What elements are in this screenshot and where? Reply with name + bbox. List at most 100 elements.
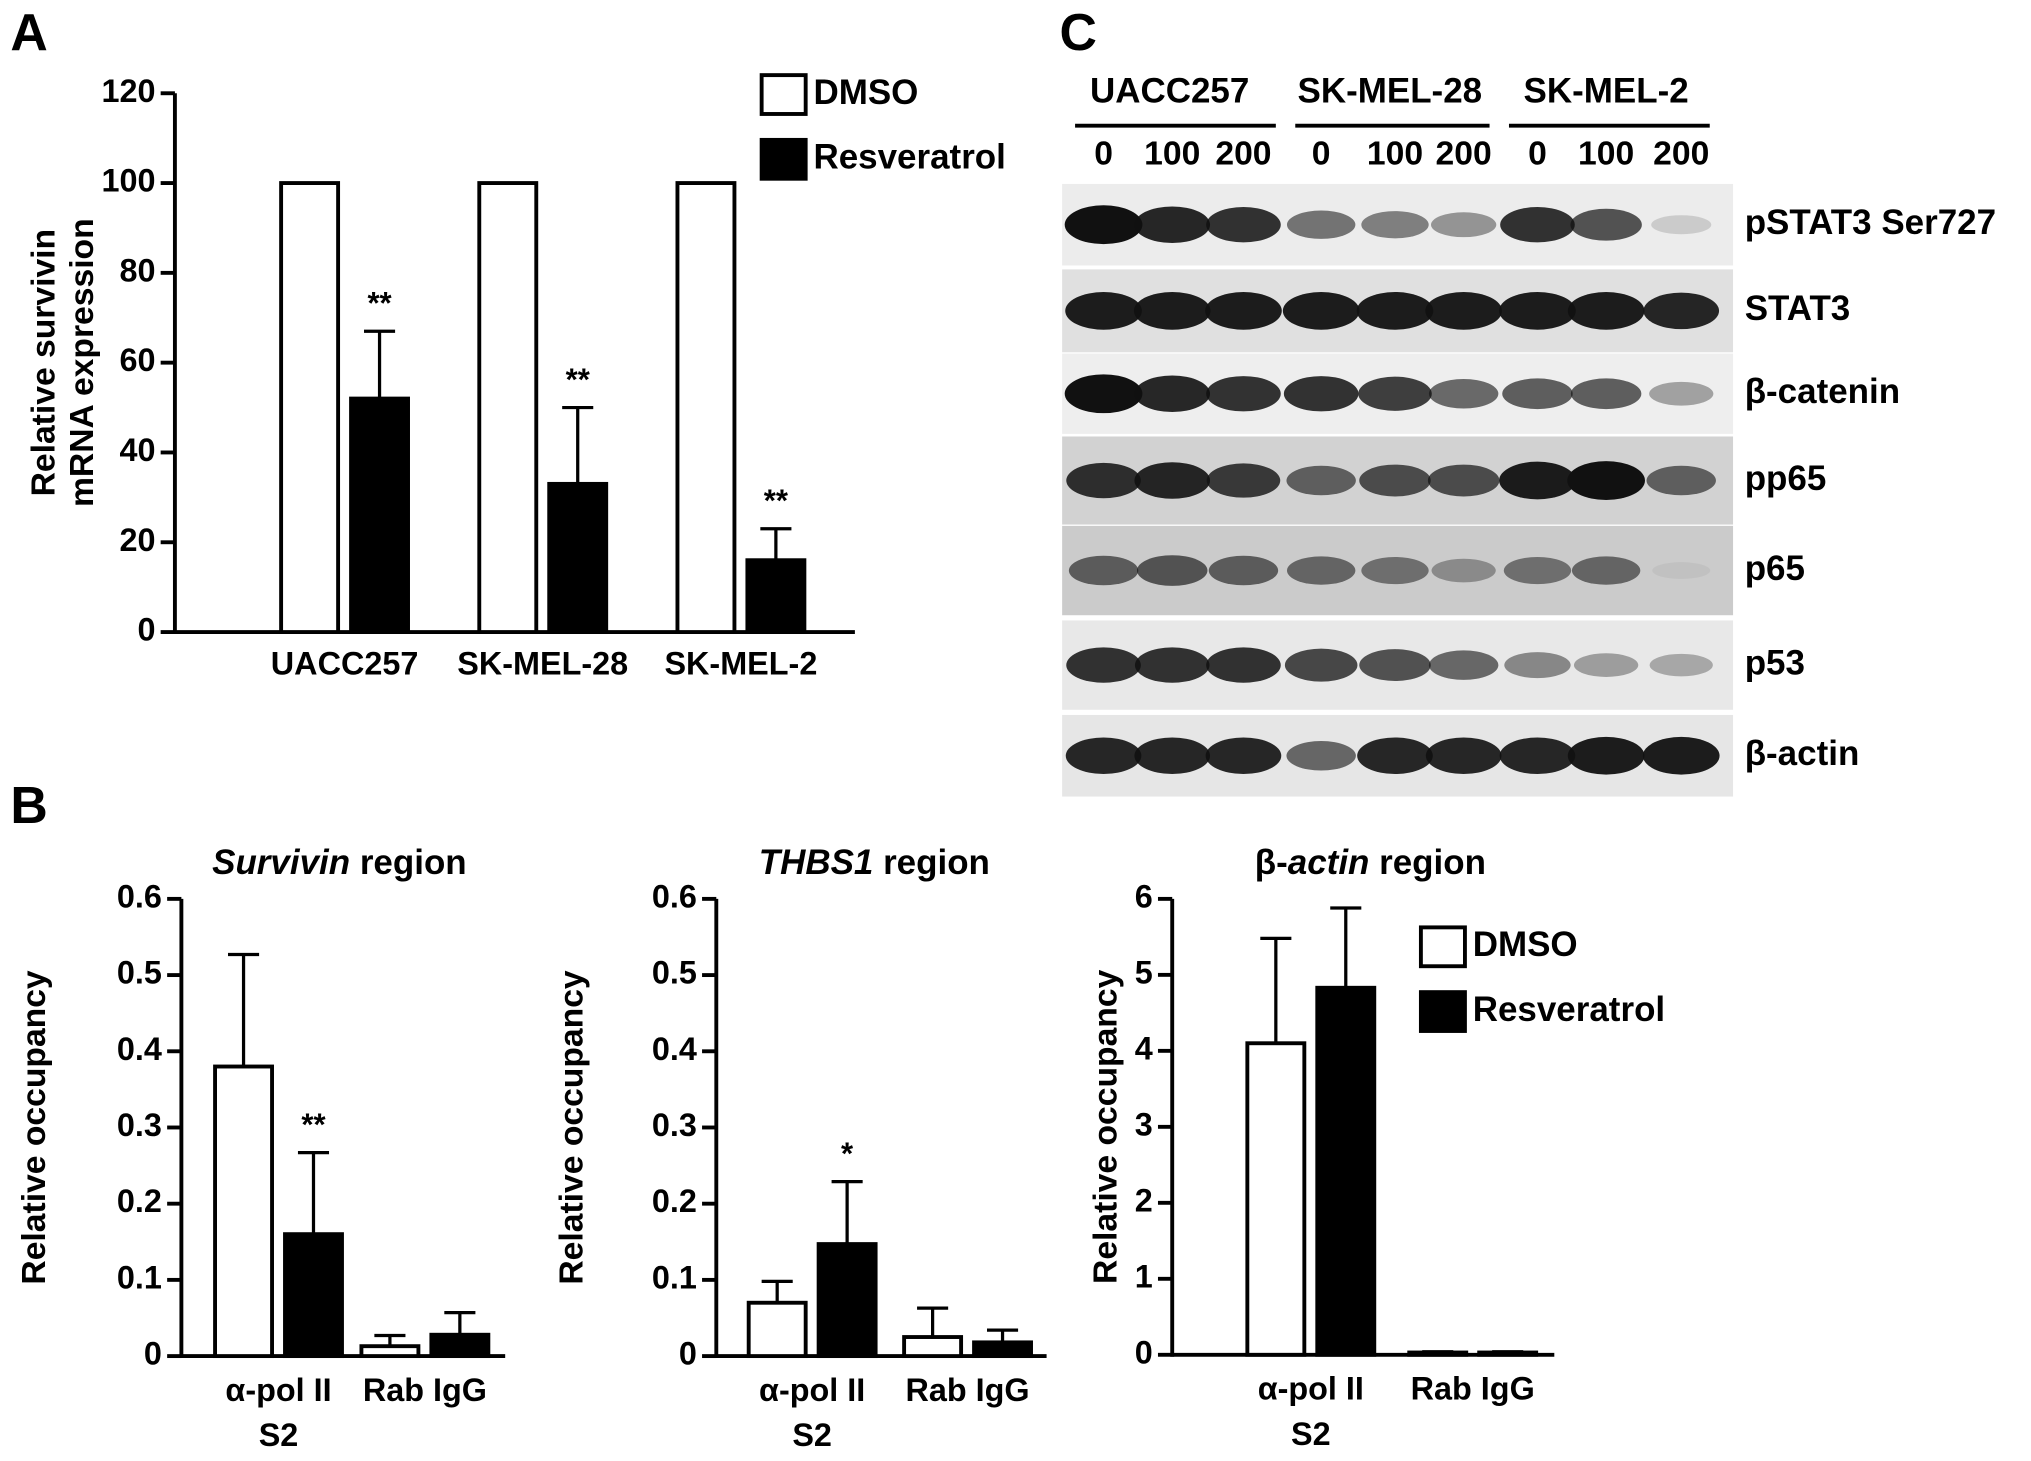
blot-band [1283, 376, 1359, 412]
x-tick-label: Rab IgG [363, 1372, 487, 1408]
blot-band [1065, 737, 1142, 775]
blot-band [1567, 736, 1645, 775]
blot-band [1284, 648, 1358, 682]
protein-label: β-actin [1745, 734, 1860, 773]
blot-band [1282, 292, 1360, 330]
legend-label: Resveratrol [813, 138, 1005, 177]
x-tick-label: S2 [1291, 1416, 1331, 1452]
chart-title: THBS1 region [759, 843, 990, 882]
blot-band [1649, 381, 1714, 406]
title-part: region [1369, 843, 1486, 882]
y-axis-label: Relative occupancy [16, 970, 53, 1285]
x-tick-label: Rab IgG [906, 1372, 1030, 1408]
error-bar [374, 1333, 406, 1347]
dose-label: 100 [1367, 135, 1423, 172]
y-axis-label: Relative survivin [25, 229, 62, 497]
dose-label: 200 [1436, 135, 1492, 172]
bar [283, 1232, 344, 1359]
bar [349, 396, 410, 635]
y-tick-label: 2 [1135, 1182, 1153, 1218]
y-tick-label: 0 [679, 1336, 697, 1372]
y-tick-label: 0.4 [117, 1031, 162, 1067]
blot-band [1570, 378, 1642, 410]
x-tick-label: Rab IgG [1411, 1371, 1535, 1407]
y-tick-label: 6 [1135, 878, 1153, 914]
group-label: UACC257 [1090, 71, 1249, 110]
blot-band [1570, 208, 1642, 241]
error-bar [1330, 906, 1362, 988]
group-label: SK-MEL-28 [1298, 71, 1483, 110]
panel-label: B [10, 776, 47, 834]
blot-band [1425, 737, 1502, 775]
title-part: Survivin [212, 843, 350, 882]
y-tick-label: 0 [144, 1336, 162, 1372]
dose-label: 200 [1653, 135, 1709, 172]
significance: ** [566, 362, 591, 397]
y-tick-label: 60 [119, 342, 155, 378]
y-tick-label: 4 [1135, 1030, 1153, 1066]
bar [1315, 985, 1377, 1357]
title-part: region [873, 843, 990, 882]
y-tick-label: 0.3 [117, 1107, 162, 1143]
blot-band [1357, 737, 1433, 775]
blot-band [1066, 462, 1141, 499]
blot-band [1502, 378, 1573, 410]
y-tick-label: 0.2 [117, 1183, 162, 1219]
blot-band [1136, 555, 1208, 586]
x-tick-label: SK-MEL-28 [457, 645, 628, 681]
title-part: actin [1288, 843, 1370, 882]
blot-band [1652, 562, 1711, 579]
protein-label: β-catenin [1745, 372, 1900, 411]
blot-band [1206, 376, 1281, 412]
blot-band [1361, 211, 1429, 239]
y-tick-label: 0 [1135, 1334, 1153, 1370]
blot-band [1499, 461, 1576, 500]
blot-band [1567, 292, 1645, 330]
error-bar [987, 1328, 1019, 1343]
blot-band [1571, 556, 1641, 585]
error-bar [1492, 1350, 1524, 1354]
y-axis-label: Relative occupancy [1087, 969, 1124, 1284]
blot-band [1134, 737, 1211, 775]
legend-label: Resveratrol [1473, 990, 1665, 1029]
significance: ** [764, 483, 789, 518]
protein-label: p53 [1745, 643, 1805, 682]
y-tick-label: 0.5 [652, 955, 697, 991]
bar [429, 1332, 491, 1359]
legend-swatch [759, 137, 808, 181]
blot-band [1206, 463, 1281, 498]
blot-band [1133, 292, 1211, 330]
blot-band [1134, 206, 1211, 243]
blot-band [1431, 558, 1496, 583]
blot-band [1427, 464, 1500, 497]
y-tick-label: 0.6 [652, 878, 697, 914]
bar [902, 1335, 964, 1359]
blot-band [1503, 556, 1572, 585]
bar [745, 558, 807, 635]
blot-band [1064, 374, 1143, 414]
group-label: SK-MEL-2 [1524, 71, 1689, 110]
blot-band [1573, 653, 1639, 677]
blot-band [1066, 647, 1141, 683]
y-tick-label: 1 [1135, 1258, 1153, 1294]
y-tick-label: 40 [119, 432, 155, 468]
error-bar [228, 952, 260, 1067]
x-tick-label: α-pol II [225, 1372, 331, 1408]
blot-band [1205, 292, 1282, 330]
blot-band [1499, 292, 1576, 330]
legend-label: DMSO [813, 73, 918, 112]
protein-label: pSTAT3 Ser727 [1745, 203, 1996, 242]
dose-label: 100 [1144, 135, 1200, 172]
x-tick-label: UACC257 [271, 645, 419, 681]
blot-band [1068, 555, 1139, 586]
dose-label: 0 [1094, 135, 1113, 172]
panel-label: C [1060, 3, 1097, 61]
y-tick-label: 0.1 [652, 1259, 697, 1295]
blot-band [1642, 736, 1720, 775]
x-tick-label: S2 [792, 1417, 832, 1453]
panel-label: A [10, 3, 47, 61]
error-bar [831, 1179, 863, 1245]
significance: ** [367, 286, 392, 321]
y-tick-label: 0.5 [117, 955, 162, 991]
